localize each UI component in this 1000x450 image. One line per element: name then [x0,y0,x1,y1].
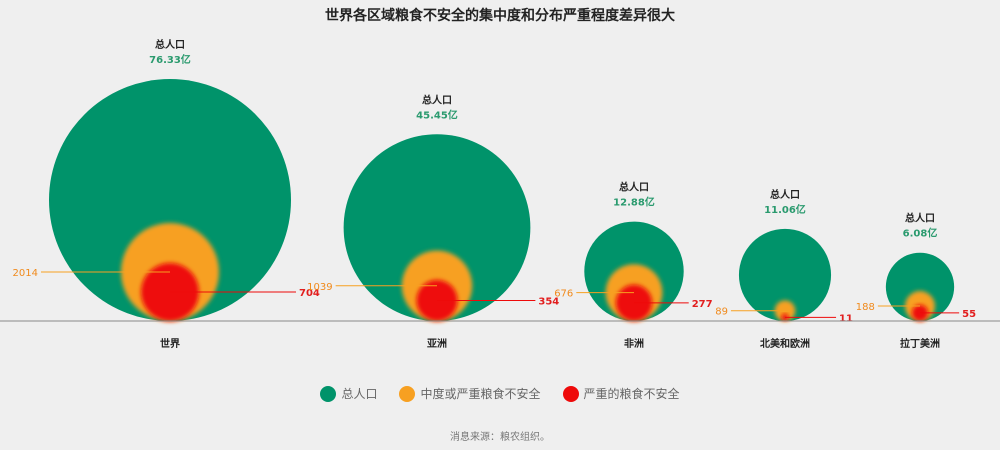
total-population-label: 总人口 [422,93,452,106]
moderate-value-label: 188 [856,302,875,313]
moderate-value-label: 89 [715,307,728,318]
total-population-label: 总人口 [619,181,649,194]
moderate-value-label: 676 [554,289,573,300]
total-population-value: 11.06亿 [764,203,806,216]
legend-label-severe: 严重的粮食不安全 [583,387,680,401]
bubble-total [885,252,955,321]
legend-swatch-moderate [399,385,416,402]
severe-value-label: 704 [299,288,320,299]
category-label: 非洲 [624,337,644,350]
moderate-value-label: 1039 [307,282,332,293]
category-label: 北美和欧洲 [760,337,810,350]
total-population-value: 12.88亿 [613,196,655,209]
category-label: 亚洲 [427,338,447,350]
legend-item-moderate[interactable]: 中度或严重粮食不安全 [399,385,541,402]
legend-label-moderate: 中度或严重粮食不安全 [420,387,541,401]
legend-label-total: 总人口 [341,387,378,401]
bubble-total [49,79,291,321]
legend: 总人口 中度或严重粮食不安全 严重的粮食不安全 [0,385,1000,402]
total-population-label: 总人口 [155,38,185,51]
legend-swatch-total [320,385,337,402]
legend-item-total[interactable]: 总人口 [320,385,377,402]
bubble-total [343,134,531,321]
severe-value-label: 277 [692,299,713,310]
total-population-value: 45.45亿 [416,108,458,121]
legend-swatch-severe [562,385,579,402]
category-label: 世界 [160,337,180,350]
severe-value-label: 11 [839,313,853,324]
total-population-value: 76.33亿 [149,53,191,66]
bubble-total [738,228,832,321]
legend-item-severe[interactable]: 严重的粮食不安全 [562,385,680,402]
chart-title: 世界各区域粮食不安全的集中度和分布严重程度差异很大 [325,7,675,24]
category-label: 拉丁美洲 [900,337,940,350]
bubble-chart: 世界各区域粮食不安全的集中度和分布严重程度差异很大 总人口 76.33亿 2014 7… [0,7,1000,350]
chart-marks: 总人口 76.33亿 2014 704 世界 总人口 45.45亿 1039 354 亚洲 总人口 1… [13,38,977,350]
total-population-value: 6.08亿 [903,227,938,240]
source-note: 消息来源：粮农组织。 [450,432,550,443]
severe-value-label: 354 [538,296,559,307]
total-population-label: 总人口 [770,188,800,201]
moderate-value-label: 2014 [13,268,38,279]
total-population-label: 总人口 [905,212,935,225]
severe-value-label: 55 [962,309,976,320]
